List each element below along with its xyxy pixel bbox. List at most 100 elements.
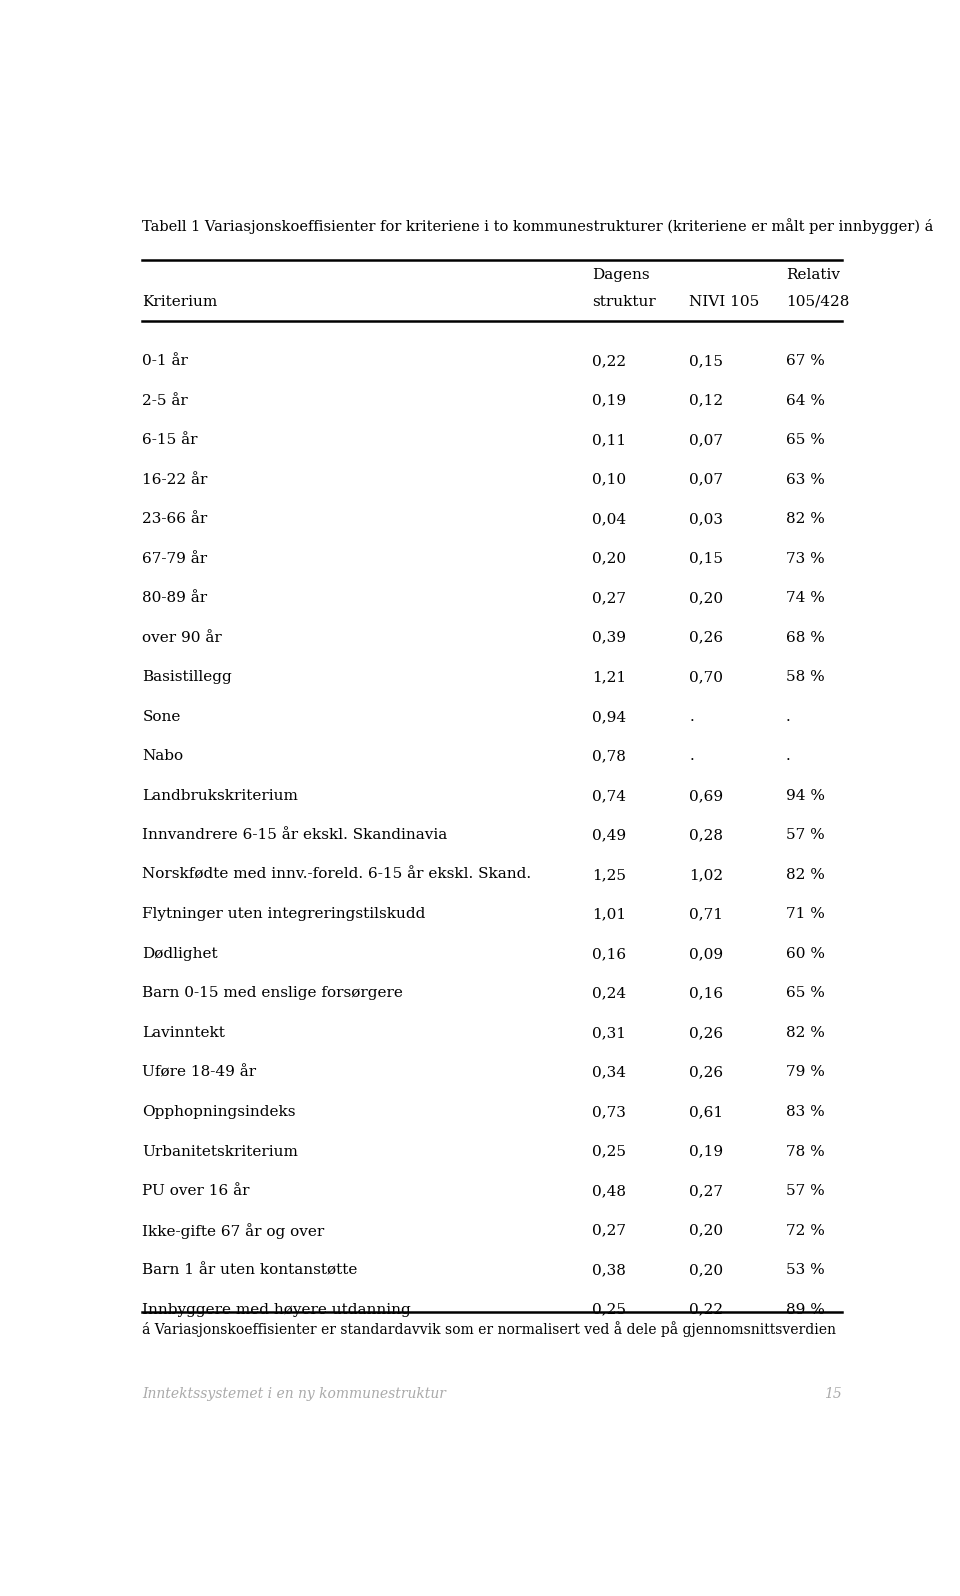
Text: Nabo: Nabo: [142, 750, 183, 763]
Text: 94 %: 94 %: [786, 788, 825, 803]
Text: 15: 15: [824, 1387, 842, 1401]
Text: 0,10: 0,10: [592, 472, 627, 487]
Text: Ikke-gifte 67 år og over: Ikke-gifte 67 år og over: [142, 1224, 324, 1240]
Text: 57 %: 57 %: [786, 1184, 825, 1199]
Text: 0,16: 0,16: [689, 986, 723, 1001]
Text: 1,25: 1,25: [592, 868, 627, 883]
Text: 82 %: 82 %: [786, 868, 825, 883]
Text: 73 %: 73 %: [786, 552, 825, 565]
Text: 0,69: 0,69: [689, 788, 723, 803]
Text: 89 %: 89 %: [786, 1302, 825, 1317]
Text: 0,20: 0,20: [689, 591, 723, 605]
Text: 0,19: 0,19: [592, 394, 627, 407]
Text: 0,19: 0,19: [689, 1144, 723, 1159]
Text: 0,15: 0,15: [689, 354, 723, 369]
Text: 53 %: 53 %: [786, 1262, 825, 1277]
Text: 0,25: 0,25: [592, 1144, 627, 1159]
Text: 0,74: 0,74: [592, 788, 627, 803]
Text: 0,16: 0,16: [592, 946, 627, 961]
Text: 0,34: 0,34: [592, 1066, 627, 1079]
Text: 0,11: 0,11: [592, 433, 627, 447]
Text: 0,28: 0,28: [689, 828, 723, 843]
Text: 79 %: 79 %: [786, 1066, 825, 1079]
Text: 71 %: 71 %: [786, 908, 825, 921]
Text: Barn 0-15 med enslige forsørgere: Barn 0-15 med enslige forsørgere: [142, 986, 403, 1001]
Text: 78 %: 78 %: [786, 1144, 825, 1159]
Text: over 90 år: over 90 år: [142, 630, 222, 645]
Text: Opphopningsindeks: Opphopningsindeks: [142, 1104, 296, 1119]
Text: 0,03: 0,03: [689, 512, 723, 527]
Text: 0,31: 0,31: [592, 1026, 627, 1041]
Text: 0,26: 0,26: [689, 1026, 723, 1041]
Text: 0,20: 0,20: [689, 1224, 723, 1237]
Text: 60 %: 60 %: [786, 946, 825, 961]
Text: Dødlighet: Dødlighet: [142, 946, 218, 961]
Text: .: .: [786, 750, 791, 763]
Text: Flytninger uten integreringstilskudd: Flytninger uten integreringstilskudd: [142, 908, 425, 921]
Text: Kriterium: Kriterium: [142, 295, 218, 308]
Text: 6-15 år: 6-15 år: [142, 433, 198, 447]
Text: 82 %: 82 %: [786, 1026, 825, 1041]
Text: 0,38: 0,38: [592, 1262, 626, 1277]
Text: 72 %: 72 %: [786, 1224, 825, 1237]
Text: 105/428: 105/428: [786, 295, 850, 308]
Text: 0,22: 0,22: [689, 1302, 723, 1317]
Text: 0,27: 0,27: [592, 591, 627, 605]
Text: 80-89 år: 80-89 år: [142, 591, 207, 605]
Text: 0,07: 0,07: [689, 472, 723, 487]
Text: Landbrukskriterium: Landbrukskriterium: [142, 788, 299, 803]
Text: struktur: struktur: [592, 295, 657, 308]
Text: 0,94: 0,94: [592, 710, 627, 725]
Text: 82 %: 82 %: [786, 512, 825, 527]
Text: 0,39: 0,39: [592, 630, 627, 645]
Text: Relativ: Relativ: [786, 268, 840, 282]
Text: 16-22 år: 16-22 år: [142, 472, 207, 487]
Text: 1,01: 1,01: [592, 908, 627, 921]
Text: á Variasjonskoeffisienter er standardavvik som er normalisert ved å dele på gjen: á Variasjonskoeffisienter er standardavv…: [142, 1321, 836, 1337]
Text: 63 %: 63 %: [786, 472, 825, 487]
Text: 0,27: 0,27: [592, 1224, 627, 1237]
Text: 1,02: 1,02: [689, 868, 723, 883]
Text: 0,24: 0,24: [592, 986, 627, 1001]
Text: 0,27: 0,27: [689, 1184, 723, 1199]
Text: Uføre 18-49 år: Uføre 18-49 år: [142, 1066, 256, 1079]
Text: 65 %: 65 %: [786, 986, 825, 1001]
Text: 83 %: 83 %: [786, 1104, 825, 1119]
Text: 0,73: 0,73: [592, 1104, 626, 1119]
Text: 0,70: 0,70: [689, 670, 723, 685]
Text: 0,78: 0,78: [592, 750, 626, 763]
Text: .: .: [689, 710, 694, 725]
Text: Dagens: Dagens: [592, 268, 650, 282]
Text: 0,07: 0,07: [689, 433, 723, 447]
Text: NIVI 105: NIVI 105: [689, 295, 759, 308]
Text: 0,61: 0,61: [689, 1104, 723, 1119]
Text: 0,22: 0,22: [592, 354, 627, 369]
Text: Innbyggere med høyere utdanning: Innbyggere med høyere utdanning: [142, 1302, 411, 1317]
Text: 0,49: 0,49: [592, 828, 627, 843]
Text: 0,20: 0,20: [689, 1262, 723, 1277]
Text: 0-1 år: 0-1 år: [142, 354, 188, 369]
Text: Innvandrere 6-15 år ekskl. Skandinavia: Innvandrere 6-15 år ekskl. Skandinavia: [142, 828, 447, 843]
Text: .: .: [786, 710, 791, 725]
Text: 0,09: 0,09: [689, 946, 723, 961]
Text: Barn 1 år uten kontanstøtte: Barn 1 år uten kontanstøtte: [142, 1262, 358, 1277]
Text: 23-66 år: 23-66 år: [142, 512, 207, 527]
Text: 67-79 år: 67-79 år: [142, 552, 207, 565]
Text: 0,04: 0,04: [592, 512, 627, 527]
Text: Urbanitetskriterium: Urbanitetskriterium: [142, 1144, 299, 1159]
Text: 65 %: 65 %: [786, 433, 825, 447]
Text: Lavinntekt: Lavinntekt: [142, 1026, 226, 1041]
Text: 0,12: 0,12: [689, 394, 723, 407]
Text: 1,21: 1,21: [592, 670, 627, 685]
Text: Inntektssystemet i en ny kommunestruktur: Inntektssystemet i en ny kommunestruktur: [142, 1387, 446, 1401]
Text: 2-5 år: 2-5 år: [142, 394, 188, 407]
Text: 0,15: 0,15: [689, 552, 723, 565]
Text: 0,25: 0,25: [592, 1302, 627, 1317]
Text: 74 %: 74 %: [786, 591, 825, 605]
Text: 68 %: 68 %: [786, 630, 825, 645]
Text: 57 %: 57 %: [786, 828, 825, 843]
Text: PU over 16 år: PU over 16 år: [142, 1184, 250, 1199]
Text: Tabell 1 Variasjonskoeffisienter for kriteriene i to kommunestrukturer (kriterie: Tabell 1 Variasjonskoeffisienter for kri…: [142, 219, 934, 235]
Text: 64 %: 64 %: [786, 394, 825, 407]
Text: Sone: Sone: [142, 710, 180, 725]
